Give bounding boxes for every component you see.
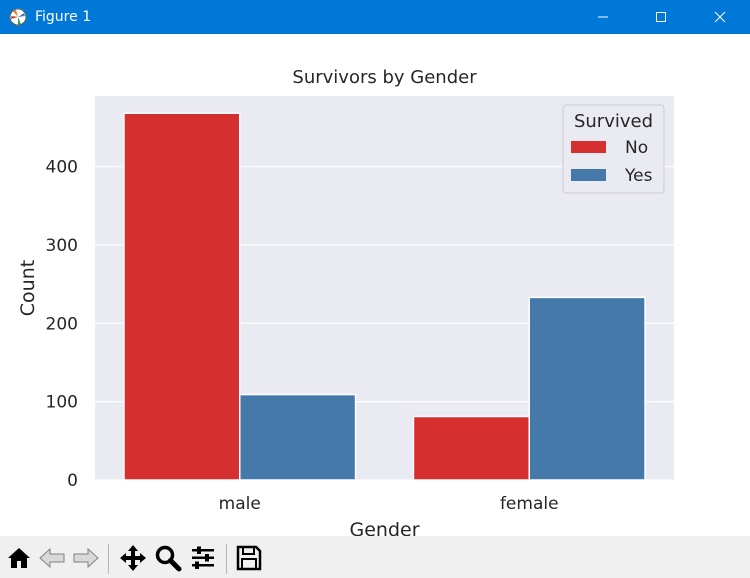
y-tick-label: 400 — [46, 158, 78, 178]
zoom-icon — [155, 545, 182, 572]
bar-yes-male — [239, 393, 357, 481]
pan-button[interactable] — [118, 543, 148, 573]
legend-swatch-no — [571, 141, 606, 153]
window-titlebar: Figure 1 — [0, 0, 750, 34]
x-tick-label: male — [219, 494, 261, 514]
save-button[interactable] — [234, 543, 264, 573]
legend-label-yes: Yes — [624, 166, 653, 186]
save-icon — [236, 545, 262, 571]
x-tick-label: female — [500, 494, 559, 514]
minimize-icon — [598, 16, 608, 18]
minimize-button[interactable] — [574, 0, 632, 34]
window-title: Figure 1 — [35, 9, 92, 25]
bar-yes-female — [528, 296, 646, 481]
back-icon — [39, 547, 65, 569]
back-button[interactable] — [38, 543, 68, 573]
legend-label-no: No — [625, 138, 648, 158]
pan-icon — [120, 545, 146, 571]
close-button[interactable] — [690, 0, 750, 34]
figure-canvas: 0 100 200 300 400 male female Survivors by Gend… — [0, 34, 750, 536]
home-icon — [8, 548, 30, 568]
y-tick-label: 0 — [67, 471, 78, 491]
y-tick-label: 300 — [46, 236, 78, 256]
bar-no-female — [412, 415, 531, 481]
legend-swatch-yes — [571, 169, 606, 181]
forward-button[interactable] — [70, 543, 100, 573]
configure-subplots-button[interactable] — [188, 543, 218, 573]
forward-icon — [73, 547, 99, 569]
chart-title: Survivors by Gender — [292, 67, 477, 88]
close-icon — [714, 11, 726, 23]
maximize-button[interactable] — [632, 0, 690, 34]
home-button[interactable] — [4, 543, 34, 573]
maximize-icon — [656, 12, 666, 22]
configure-subplots-icon — [192, 546, 214, 569]
navigation-toolbar — [0, 536, 750, 578]
toolbar-separator — [226, 544, 227, 574]
toolbar-separator — [108, 544, 109, 574]
y-tick-label: 100 — [46, 393, 78, 413]
x-axis-label: Gender — [349, 519, 419, 536]
legend-title: Survived — [574, 111, 653, 132]
bar-chart: 0 100 200 300 400 male female Survivors by Gend… — [17, 67, 674, 536]
matplotlib-logo-icon — [9, 8, 27, 26]
y-axis-label: Count — [17, 260, 39, 316]
bar-no-male — [123, 112, 241, 481]
y-tick-label: 200 — [46, 314, 78, 334]
zoom-button[interactable] — [153, 543, 183, 573]
